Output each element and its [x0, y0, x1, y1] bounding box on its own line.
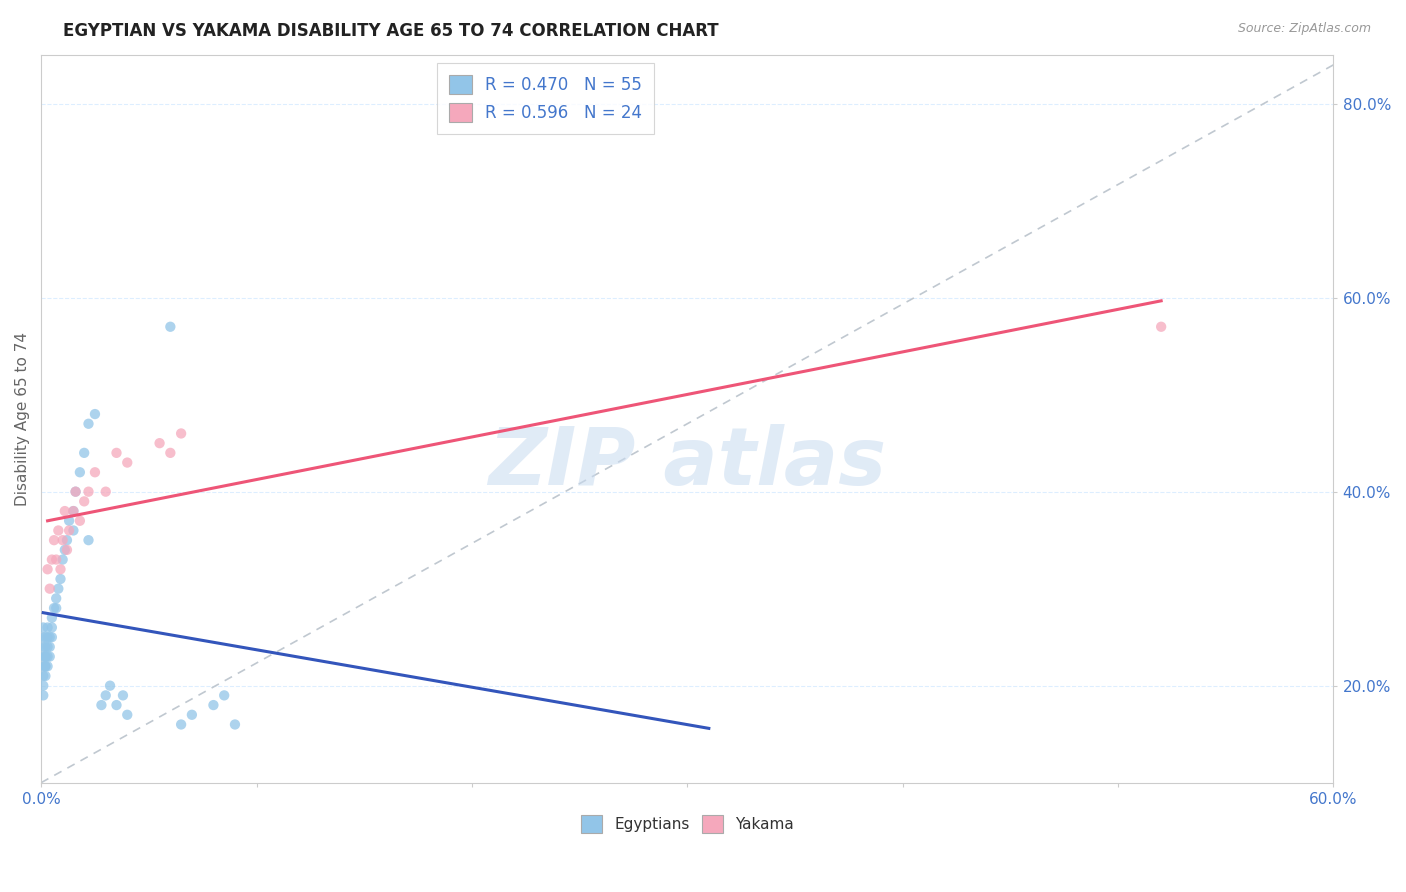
Point	[52, 552, 75, 566]
Point	[62, 504, 84, 518]
Point	[37, 649, 59, 664]
Point	[111, 689, 134, 703]
Point	[53, 504, 76, 518]
Point	[105, 446, 128, 460]
Legend: Egyptians, Yakama: Egyptians, Yakama	[572, 807, 801, 840]
Point	[41, 611, 63, 625]
Point	[45, 591, 67, 606]
Point	[148, 436, 170, 450]
Point	[159, 319, 181, 334]
Point	[38, 630, 60, 644]
Point	[34, 630, 56, 644]
Point	[32, 630, 55, 644]
Point	[56, 533, 79, 548]
Point	[32, 669, 55, 683]
Point	[170, 717, 193, 731]
Point	[34, 659, 56, 673]
Y-axis label: Disability Age 65 to 74: Disability Age 65 to 74	[15, 332, 30, 506]
Point	[105, 698, 128, 712]
Point	[98, 679, 121, 693]
Point	[65, 484, 87, 499]
Point	[32, 689, 55, 703]
Point	[32, 649, 55, 664]
Point	[34, 649, 56, 664]
Point	[224, 717, 246, 731]
Point	[46, 524, 69, 538]
Point	[58, 524, 80, 538]
Point	[41, 552, 63, 566]
Point	[62, 524, 84, 538]
Point	[38, 649, 60, 664]
Point	[94, 484, 117, 499]
Point	[34, 649, 56, 664]
Point	[37, 620, 59, 634]
Point	[46, 582, 69, 596]
Point	[32, 659, 55, 673]
Point	[32, 620, 55, 634]
Point	[180, 707, 202, 722]
Point	[37, 659, 59, 673]
Point	[45, 552, 67, 566]
Point	[49, 572, 72, 586]
Point	[65, 484, 87, 499]
Point	[62, 504, 84, 518]
Point	[42, 533, 65, 548]
Point	[34, 669, 56, 683]
Text: Source: ZipAtlas.com: Source: ZipAtlas.com	[1237, 22, 1371, 36]
Point	[73, 494, 96, 508]
Point	[49, 562, 72, 576]
Point	[45, 601, 67, 615]
Point	[41, 630, 63, 644]
Text: ZIP atlas: ZIP atlas	[488, 424, 886, 501]
Point	[90, 698, 112, 712]
Point	[38, 582, 60, 596]
Point	[77, 484, 100, 499]
Point	[34, 659, 56, 673]
Point	[77, 533, 100, 548]
Point	[53, 542, 76, 557]
Point	[212, 689, 235, 703]
Point	[77, 417, 100, 431]
Point	[159, 446, 181, 460]
Point	[84, 465, 107, 479]
Point	[69, 514, 91, 528]
Point	[37, 630, 59, 644]
Point	[69, 465, 91, 479]
Point	[34, 640, 56, 654]
Point	[42, 601, 65, 615]
Point	[37, 562, 59, 576]
Point	[41, 620, 63, 634]
Point	[84, 407, 107, 421]
Point	[202, 698, 225, 712]
Point	[37, 640, 59, 654]
Point	[32, 679, 55, 693]
Point	[73, 446, 96, 460]
Point	[52, 533, 75, 548]
Text: EGYPTIAN VS YAKAMA DISABILITY AGE 65 TO 74 CORRELATION CHART: EGYPTIAN VS YAKAMA DISABILITY AGE 65 TO …	[63, 22, 718, 40]
Point	[38, 640, 60, 654]
Point	[117, 707, 139, 722]
Point	[170, 426, 193, 441]
Point	[117, 456, 139, 470]
Point	[94, 689, 117, 703]
Point	[56, 542, 79, 557]
Point	[32, 640, 55, 654]
Point	[1150, 319, 1173, 334]
Point	[58, 514, 80, 528]
